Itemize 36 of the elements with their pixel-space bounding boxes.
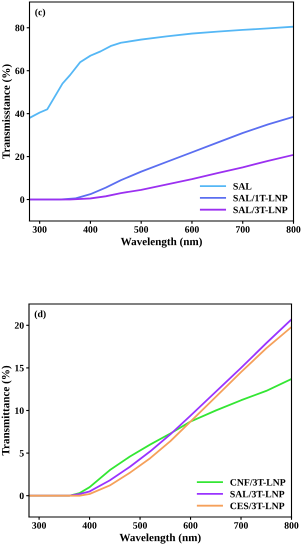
line-series	[30, 26, 294, 119]
y-tick-label: 0	[20, 492, 24, 500]
x-axis-title: Wavelength (nm)	[120, 533, 201, 544]
legend-label: SAL/1T-LNP	[233, 194, 288, 202]
y-tick-label: 40	[15, 110, 24, 118]
x-tick-label: 700	[234, 522, 248, 529]
line-series	[30, 154, 294, 200]
x-tick-label: 500	[134, 226, 148, 233]
legend-label: CES/3T-LNP	[230, 502, 284, 510]
y-tick-label: 5	[20, 450, 24, 457]
x-tick-label: 800	[284, 522, 298, 529]
x-tick-label: 400	[82, 522, 96, 529]
y-tick-label: 0	[20, 196, 24, 203]
x-axis-title: Wavelength (nm)	[120, 237, 202, 248]
annotation: (d)	[34, 310, 46, 320]
x-tick-label: 300	[32, 226, 47, 233]
x-tick-label: 400	[83, 226, 98, 233]
x-tick-label: 800	[286, 226, 300, 233]
x-tick-label: 600	[185, 226, 199, 233]
y-tick-label: 10	[15, 407, 24, 414]
y-tick-label: 60	[15, 68, 24, 74]
y-tick-label: 20	[15, 153, 24, 160]
legend-label: SAL	[233, 183, 252, 190]
y-tick-label: 20	[14, 322, 24, 329]
y-axis-title: Transmittance (%)	[2, 366, 12, 456]
legend-label: CNF/3T-LNP	[230, 479, 286, 486]
y-tick-label: 15	[15, 364, 24, 372]
x-tick-label: 500	[133, 522, 147, 529]
x-tick-label: 300	[32, 522, 46, 529]
y-tick-label: 80	[15, 24, 24, 32]
legend-label: SAL/3T-LNP	[233, 206, 288, 214]
x-tick-label: 700	[236, 226, 250, 233]
annotation: (c)	[35, 8, 46, 18]
legend-label: SAL/3T-LNP	[230, 490, 284, 498]
y-axis-title: Transmisstance (%)	[2, 64, 12, 159]
x-tick-label: 600	[184, 522, 198, 529]
